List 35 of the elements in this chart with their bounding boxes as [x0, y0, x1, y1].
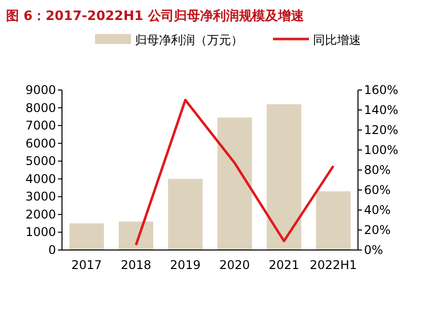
- bar: [266, 104, 302, 250]
- y-tick-label: 6000: [25, 136, 56, 150]
- y-tick-label: 7000: [25, 118, 56, 133]
- y2-tick-label: 20%: [364, 223, 391, 237]
- x-tick-label: 2022H1: [310, 258, 357, 272]
- y2-tick-label: 140%: [364, 103, 398, 117]
- y2-tick-label: 0%: [364, 243, 384, 257]
- legend-label: 同比增速: [313, 33, 361, 47]
- y-tick-label: 0: [48, 243, 56, 257]
- x-tick-label: 2017: [71, 258, 102, 272]
- y-tick-label: 8000: [25, 100, 56, 115]
- y-tick-label: 4000: [25, 172, 56, 186]
- y-tick-label: 2000: [25, 207, 56, 222]
- y2-tick-label: 100%: [364, 143, 398, 157]
- y2-tick-label: 160%: [364, 83, 398, 97]
- y2-tick-label: 120%: [364, 123, 398, 137]
- x-tick-label: 2021: [268, 258, 300, 272]
- bar: [168, 178, 203, 250]
- y2-tick-label: 80%: [364, 163, 391, 177]
- line-series: [134, 98, 335, 246]
- y2-tick-label: 60%: [364, 183, 391, 197]
- y-tick-label: 9000: [25, 83, 56, 97]
- bar: [118, 222, 154, 250]
- chart-title: 图 6：2017-2022H1 公司归母净利润规模及增速: [6, 8, 305, 24]
- bar: [316, 191, 351, 250]
- y-tick-label: 3000: [25, 190, 56, 204]
- y-tick-label: 5000: [25, 154, 56, 168]
- x-tick-label: 2018: [120, 258, 152, 272]
- x-tick-label: 2020: [219, 258, 250, 272]
- legend-label: 归母净利润（万元）: [135, 33, 243, 47]
- bar: [69, 223, 104, 250]
- y-tick-label: 1000: [25, 225, 56, 240]
- x-tick-label: 2019: [170, 258, 201, 272]
- y2-tick-label: 40%: [364, 203, 391, 217]
- bar: [217, 118, 252, 250]
